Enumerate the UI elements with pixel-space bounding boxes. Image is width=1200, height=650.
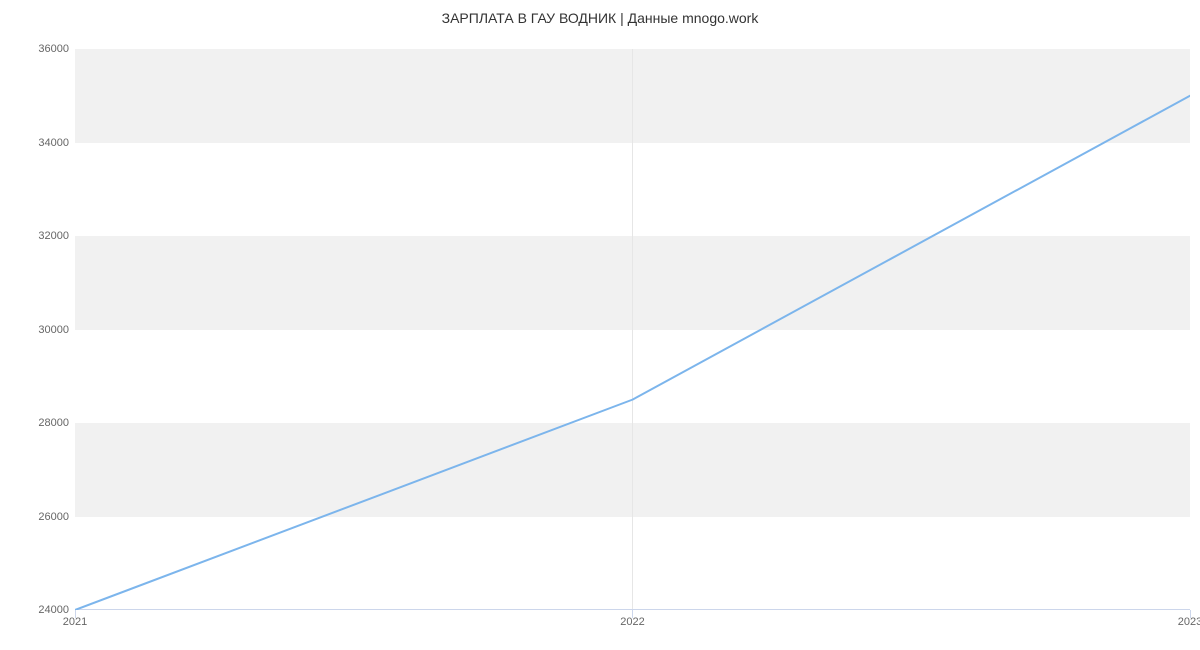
plot-area: 2400026000280003000032000340003600020212… bbox=[75, 49, 1190, 610]
salary-line-chart: ЗАРПЛАТА В ГАУ ВОДНИК | Данные mnogo.wor… bbox=[0, 0, 1200, 650]
series-line-salary bbox=[75, 96, 1190, 610]
x-tick-mark bbox=[632, 610, 633, 618]
y-tick-label: 26000 bbox=[38, 511, 69, 523]
y-tick-label: 32000 bbox=[38, 230, 69, 242]
y-tick-label: 30000 bbox=[38, 324, 69, 336]
y-tick-label: 36000 bbox=[38, 43, 69, 55]
y-tick-label: 34000 bbox=[38, 137, 69, 149]
y-tick-label: 24000 bbox=[38, 604, 69, 616]
x-tick-mark bbox=[1190, 610, 1191, 618]
series-layer bbox=[75, 49, 1190, 610]
chart-title: ЗАРПЛАТА В ГАУ ВОДНИК | Данные mnogo.wor… bbox=[0, 10, 1200, 26]
y-tick-label: 28000 bbox=[38, 417, 69, 429]
x-tick-mark bbox=[75, 610, 76, 618]
